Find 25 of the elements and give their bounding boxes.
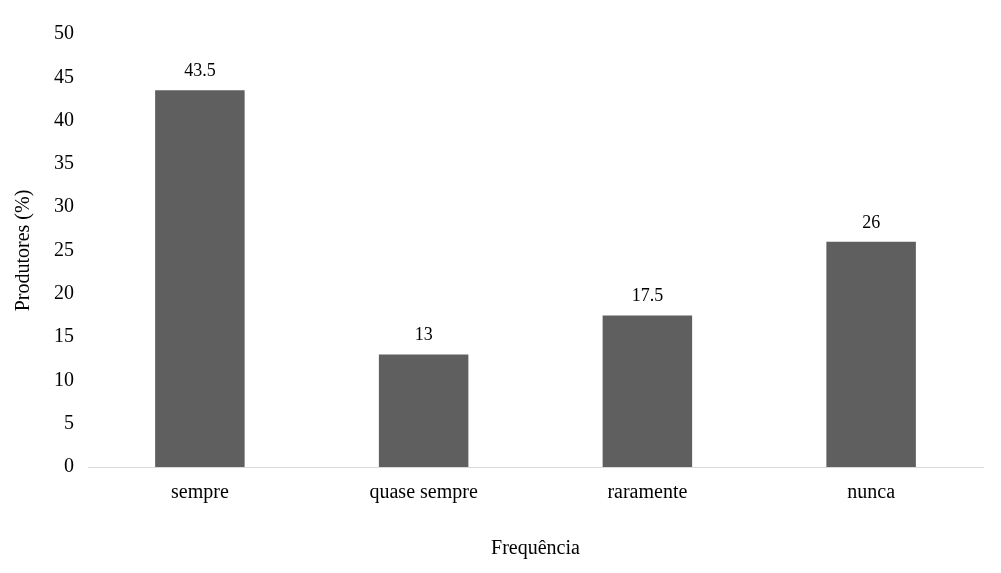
y-axis-title: Produtores (%)	[11, 189, 35, 312]
data-label: 43.5	[184, 60, 216, 81]
bar	[602, 315, 693, 467]
x-tick-label: nunca	[847, 480, 896, 503]
y-tick-label: 10	[54, 367, 74, 390]
data-label: 26	[862, 211, 881, 232]
y-tick-label: 35	[54, 151, 74, 174]
bar	[378, 354, 469, 467]
y-tick-label: 20	[54, 281, 74, 304]
x-axis-title: Frequência	[491, 536, 581, 560]
x-tick-label: quase sempre	[369, 480, 478, 504]
y-tick-label: 5	[64, 410, 74, 433]
y-tick-label: 15	[54, 324, 74, 347]
y-tick-label: 50	[54, 21, 74, 44]
y-tick-label: 45	[54, 64, 74, 87]
y-tick-label: 30	[54, 194, 74, 217]
y-tick-label: 0	[64, 454, 74, 477]
x-tick-label: sempre	[170, 480, 229, 504]
data-label: 17.5	[631, 285, 664, 306]
y-tick-label: 40	[54, 107, 74, 130]
bar	[826, 241, 916, 467]
x-tick-label: raramente	[607, 480, 688, 503]
bar	[155, 90, 245, 467]
data-label: 13	[414, 324, 433, 345]
y-tick-label: 25	[54, 237, 74, 260]
